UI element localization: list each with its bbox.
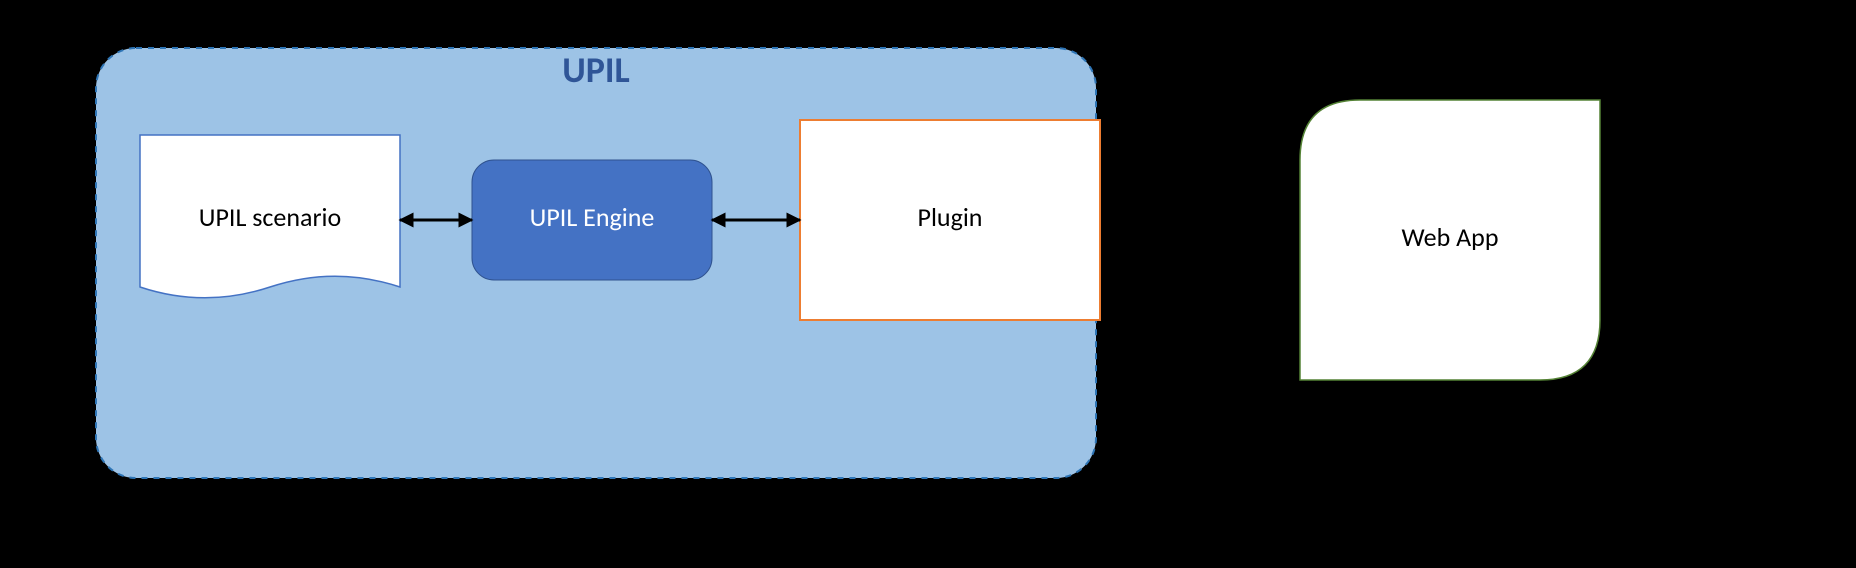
node-scenario-label: UPIL scenario: [199, 201, 341, 233]
node-engine: UPIL Engine: [472, 160, 712, 280]
node-webapp: Web App: [1300, 100, 1600, 380]
node-webapp-label: Web App: [1401, 221, 1498, 253]
node-plugin-label: Plugin: [918, 201, 983, 233]
upil-container-label: UPIL: [562, 48, 629, 92]
diagram-canvas: UPIL UPIL scenario UPIL Engine Plugin Web Ap…: [0, 0, 1856, 568]
node-plugin: Plugin: [800, 120, 1100, 320]
node-scenario: UPIL scenario: [140, 135, 400, 298]
node-engine-label: UPIL Engine: [530, 201, 655, 233]
